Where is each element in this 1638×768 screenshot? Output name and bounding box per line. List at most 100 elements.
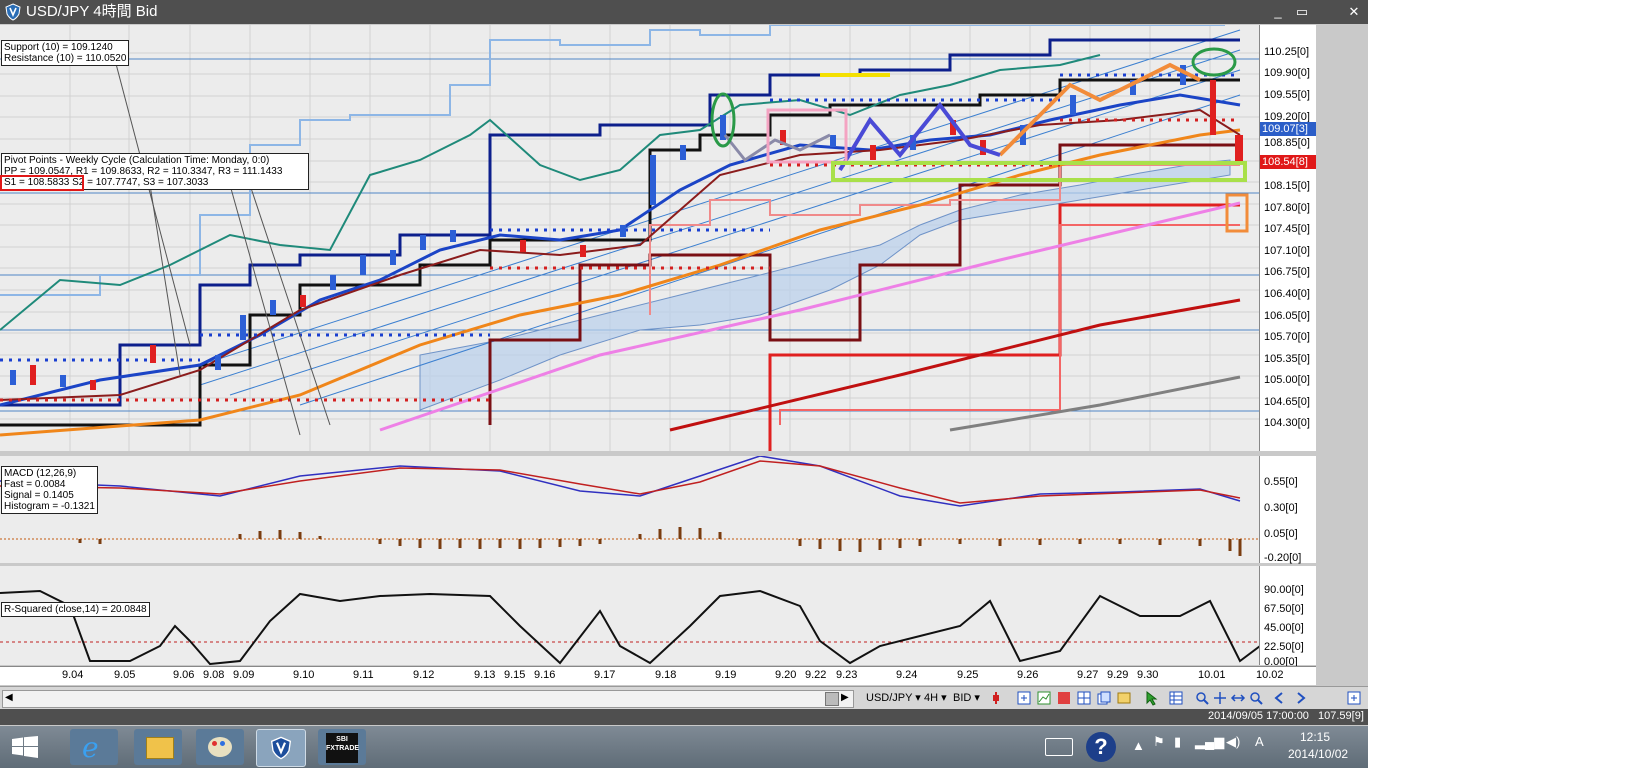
x-tick: 9.26 xyxy=(1017,669,1039,681)
time-x-axis[interactable]: 9.04 9.05 9.06 9.08 9.09 9.10 9.11 9.12 … xyxy=(0,666,1316,685)
timeframe-select[interactable]: 4H ▾ xyxy=(924,692,947,704)
chart-window: USD/JPY 4時間 Bid _ ▭ ✕ xyxy=(0,0,1368,768)
x-tick: 10.02 xyxy=(1256,669,1284,681)
volume-icon[interactable]: ◀) xyxy=(1226,734,1241,749)
pivot-title: Pivot Points - Weekly Cycle (Calculation… xyxy=(4,155,270,166)
copy-icon[interactable] xyxy=(1096,690,1112,706)
horizontal-scrollbar[interactable]: ◀ ▶ xyxy=(2,690,854,708)
x-tick: 9.15 xyxy=(504,669,526,681)
y-tick: 67.50[0] xyxy=(1264,603,1304,615)
gray-zigzag-annotation xyxy=(723,133,831,163)
y-tick: 109.20[0] xyxy=(1264,111,1310,123)
macd-histogram-value: Histogram = -0.1321 xyxy=(4,501,95,512)
y-tick: 0.05[0] xyxy=(1264,528,1298,540)
chart-toolbar: ◀ ▶ USD/JPY ▾ 4H ▾ BID ▾ xyxy=(0,686,1368,709)
x-tick: 10.01 xyxy=(1198,669,1226,681)
x-tick: 9.30 xyxy=(1137,669,1159,681)
help-icon[interactable]: ? xyxy=(1086,732,1116,762)
macd-signal-line xyxy=(0,460,1241,504)
y-tick: 105.35[0] xyxy=(1264,353,1310,365)
label-leader-lines xyxy=(114,59,331,436)
indicator-icon[interactable] xyxy=(1036,690,1052,706)
orange-zigzag-annotation xyxy=(998,62,1201,157)
ime-indicator[interactable]: A xyxy=(1255,734,1264,749)
cursor-icon[interactable] xyxy=(1144,690,1160,706)
layout-icon[interactable] xyxy=(1076,690,1092,706)
ie-icon[interactable]: e xyxy=(70,729,118,765)
green-circle-annotation-right xyxy=(1191,47,1237,77)
paint-icon[interactable] xyxy=(196,729,244,765)
sbi-fxtrade-icon[interactable]: SBI FXTRADE xyxy=(318,729,366,765)
template-icon[interactable] xyxy=(1116,690,1132,706)
minimize-button[interactable]: _ xyxy=(1274,4,1282,19)
rsquared-plot-area[interactable]: R-Squared (close,14) = 20.0848 xyxy=(0,566,1316,665)
macd-chart-svg xyxy=(0,456,1260,556)
scroll-right-arrow-icon[interactable]: ▶ xyxy=(841,692,849,703)
signal-icon[interactable]: ▂▄▆ xyxy=(1195,734,1225,749)
add-chart-icon[interactable] xyxy=(1016,690,1032,706)
scroll-left-arrow-icon[interactable]: ◀ xyxy=(5,692,13,703)
x-tick: 9.23 xyxy=(836,669,858,681)
x-tick: 9.04 xyxy=(62,669,84,681)
x-tick: 9.18 xyxy=(655,669,677,681)
price-y-axis[interactable]: 110.25[0] 109.90[0] 109.55[0] 109.20[0] … xyxy=(1259,25,1316,451)
rsquared-line xyxy=(0,589,1260,665)
y-tick: 110.25[0] xyxy=(1264,46,1310,58)
clock-time[interactable]: 12:15 xyxy=(1300,730,1331,744)
macd-plot-area[interactable]: MACD (12,26,9) Fast = 0.0084 Signal = 0.… xyxy=(0,456,1316,563)
rsquared-panel: R-Squared (close,14) = 20.0848 90.00[0] … xyxy=(0,566,1316,668)
price-panel: Support (10) = 109.1240 Resistance (10) … xyxy=(0,25,1316,451)
scroll-right-icon[interactable] xyxy=(1292,690,1308,706)
expand-icon[interactable] xyxy=(1346,690,1362,706)
macd-y-axis[interactable]: 0.55[0] 0.30[0] 0.05[0] -0.20[0] xyxy=(1259,456,1316,564)
support-resistance-info: Support (10) = 109.1240 Resistance (10) … xyxy=(1,40,130,66)
price-plot-area[interactable]: Support (10) = 109.1240 Resistance (10) … xyxy=(0,25,1316,451)
search-icon[interactable] xyxy=(1248,690,1264,706)
orange-ma xyxy=(0,128,1241,437)
macd-histogram xyxy=(78,527,1242,556)
side-select[interactable]: BID ▾ xyxy=(953,692,980,704)
y-tick: 105.70[0] xyxy=(1264,331,1310,343)
y-tick: 106.05[0] xyxy=(1264,310,1310,322)
table-icon[interactable] xyxy=(1168,690,1184,706)
macd-panel: MACD (12,26,9) Fast = 0.0084 Signal = 0.… xyxy=(0,456,1316,564)
y-tick: 0.55[0] xyxy=(1264,476,1298,488)
symbol-select[interactable]: USD/JPY ▾ xyxy=(866,692,921,704)
price-chart-svg xyxy=(0,25,1260,451)
y-tick: 90.00[0] xyxy=(1264,584,1304,596)
clock-date[interactable]: 2014/10/02 xyxy=(1288,747,1349,761)
pivot-resistance: PP = 109.0547, R1 = 109.8633, R2 = 110.3… xyxy=(4,166,283,177)
trend-channel-lines xyxy=(199,29,1241,406)
sbi-fxtrade-label: SBI FXTRADE xyxy=(326,733,359,763)
x-tick: 9.10 xyxy=(293,669,315,681)
x-tick: 9.16 xyxy=(534,669,556,681)
keyboard-icon[interactable] xyxy=(1045,738,1073,756)
zoom-out-icon[interactable] xyxy=(1212,690,1228,706)
y-tick: 107.80[0] xyxy=(1264,202,1310,214)
cursor-time: 2014/09/05 17:00:00 xyxy=(1208,710,1309,722)
x-tick: 9.20 xyxy=(775,669,797,681)
scroll-left-icon[interactable] xyxy=(1272,690,1288,706)
pivot-points-info: Pivot Points - Weekly Cycle (Calculation… xyxy=(1,153,309,190)
maximize-button[interactable]: ▭ xyxy=(1295,4,1309,19)
close-button[interactable]: ✕ xyxy=(1348,4,1360,19)
fit-icon[interactable] xyxy=(1230,690,1246,706)
flag-icon[interactable]: ⚑ xyxy=(1153,734,1165,749)
x-tick: 9.25 xyxy=(957,669,979,681)
scroll-thumb[interactable] xyxy=(825,692,839,706)
window-title: USD/JPY 4時間 Bid xyxy=(26,3,158,20)
zoom-in-icon[interactable] xyxy=(1194,690,1210,706)
x-tick: 9.27 xyxy=(1077,669,1099,681)
battery-icon[interactable]: ▮ xyxy=(1174,734,1182,749)
shield-app-icon[interactable] xyxy=(256,729,306,767)
color-icon[interactable] xyxy=(1056,690,1072,706)
rsquared-y-axis[interactable]: 90.00[0] 67.50[0] 45.00[0] 22.50[0] 0.00… xyxy=(1259,566,1316,668)
explorer-icon[interactable] xyxy=(134,729,182,765)
macd-fast: Fast = 0.0084 xyxy=(4,479,66,490)
x-tick: 9.22 xyxy=(805,669,827,681)
green-circle-annotation-left xyxy=(710,92,736,148)
y-tick: 45.00[0] xyxy=(1264,622,1304,634)
start-icon[interactable] xyxy=(12,736,38,758)
order-icon[interactable] xyxy=(988,690,1004,706)
tray-expand-icon[interactable]: ▲ xyxy=(1132,738,1145,753)
